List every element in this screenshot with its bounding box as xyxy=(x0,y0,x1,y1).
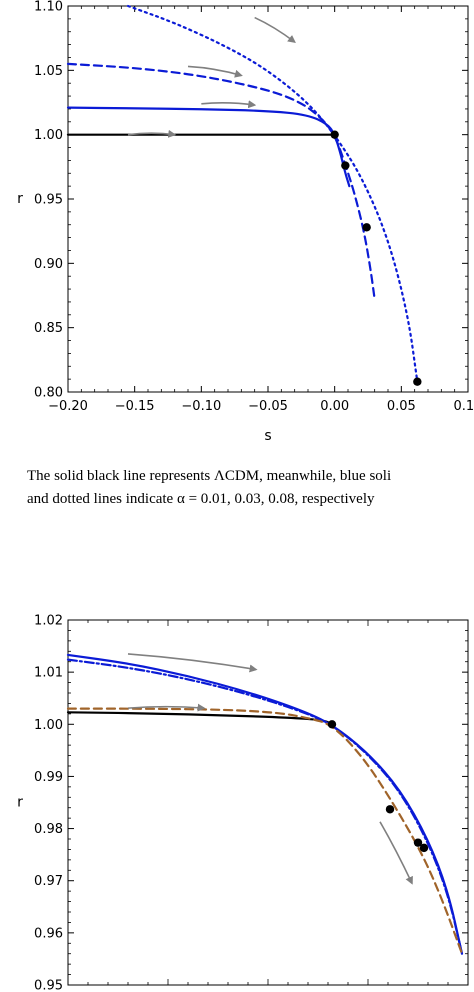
caption-line-2: and dotted lines indicate α = 0.01, 0.03… xyxy=(27,491,375,507)
series-line-dashdot-2 xyxy=(66,658,464,955)
y-tick-label: 1.05 xyxy=(34,64,63,79)
y-tick-label: 0.80 xyxy=(34,386,63,401)
direction-arrow-2 xyxy=(187,65,243,78)
direction-arrow-2 xyxy=(379,821,413,885)
y-tick-label: 0.99 xyxy=(34,770,63,785)
series-line-solid-1 xyxy=(66,106,351,188)
data-point-1 xyxy=(341,161,350,170)
y-tick-label: 1.02 xyxy=(34,614,63,629)
y-tick-label: 1.01 xyxy=(34,666,63,681)
x-tick-label: 0.10 xyxy=(454,399,474,414)
y-tick-label: 1.00 xyxy=(34,128,63,143)
top-chart: 0.80 0.85 0.90 0.95 1.00 1.05 1.10 −0.20 −0.15 −0… xyxy=(17,0,474,444)
data-point-2 xyxy=(413,838,423,847)
y-tick-label: 0.98 xyxy=(34,822,63,837)
x-tick-label: −0.15 xyxy=(115,399,155,414)
x-tick-label: −0.05 xyxy=(248,399,288,414)
direction-arrow-3 xyxy=(254,16,296,43)
series-line-dashed-3 xyxy=(66,707,464,955)
series-line-dotted-3 xyxy=(126,4,419,383)
data-point-3 xyxy=(413,377,422,386)
y-tick-label: 0.90 xyxy=(34,257,63,272)
bottom-chart: 0.95 0.96 0.97 0.98 0.99 1.00 1.01 1.02 r xyxy=(17,614,469,992)
x-tick-label: −0.20 xyxy=(48,399,88,414)
x-tick-label: −0.10 xyxy=(181,399,221,414)
x-axis-label: s xyxy=(264,428,271,444)
plot-frame xyxy=(67,5,469,393)
series-line-dashed-2 xyxy=(66,62,376,301)
x-tick-label: 0.05 xyxy=(387,399,416,414)
data-point-2 xyxy=(362,223,371,232)
y-tick-label: 0.97 xyxy=(34,874,63,889)
y-tick-label: 0.95 xyxy=(34,193,63,208)
y-tick-label: 1.10 xyxy=(34,0,63,15)
direction-arrow-0 xyxy=(127,129,177,138)
direction-arrow-0 xyxy=(127,653,258,673)
data-point-0 xyxy=(330,130,339,139)
data-point-1 xyxy=(385,805,395,814)
y-tick-label: 0.95 xyxy=(34,979,63,992)
caption-line-1: The solid black line represents ΛCDM, me… xyxy=(27,468,392,484)
y-axis-label: r xyxy=(17,191,23,207)
direction-arrow-1 xyxy=(201,100,257,109)
data-point-0 xyxy=(327,720,337,729)
y-tick-label: 1.00 xyxy=(34,718,63,733)
y-axis-label: r xyxy=(17,795,23,811)
x-tick-label: 0.00 xyxy=(320,399,349,414)
data-point-3 xyxy=(419,843,429,853)
direction-arrow-1 xyxy=(127,703,206,712)
y-tick-label: 0.96 xyxy=(34,926,63,941)
y-tick-label: 0.85 xyxy=(34,321,63,336)
